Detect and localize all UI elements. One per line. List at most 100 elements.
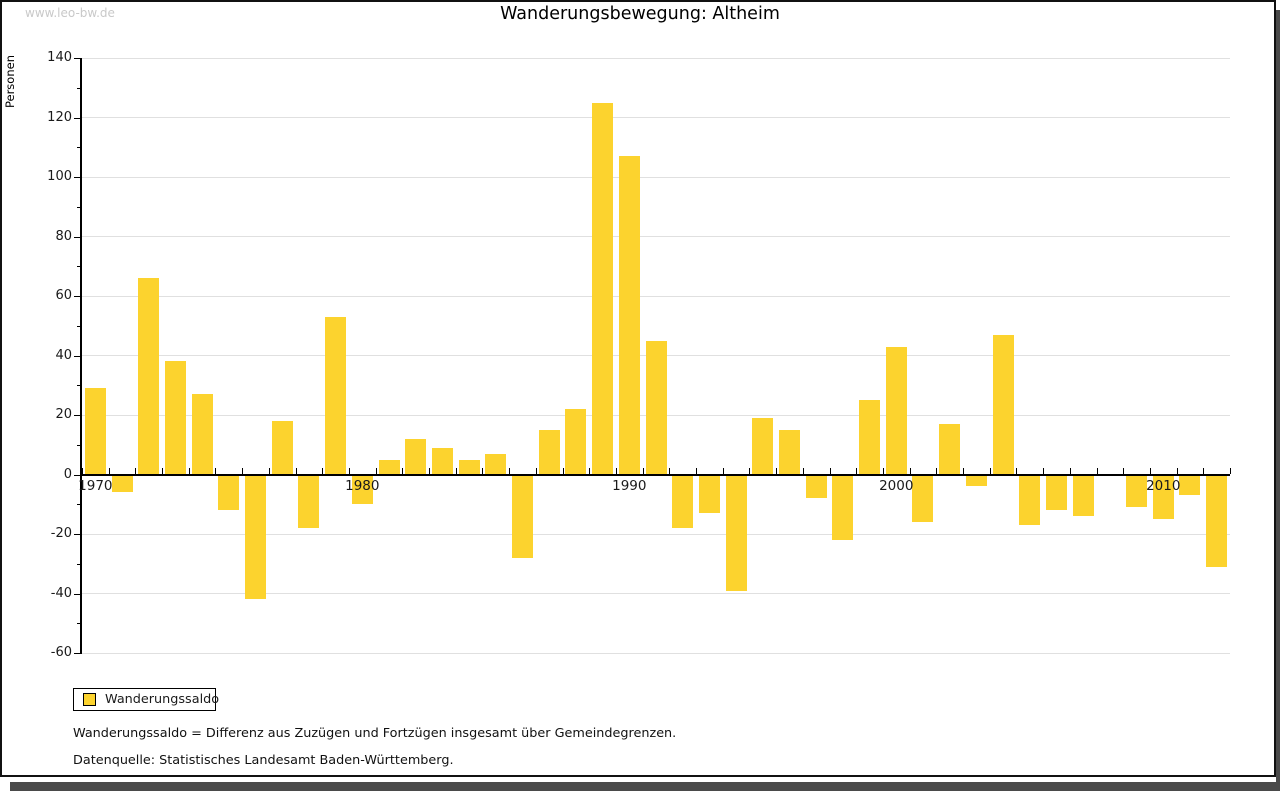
- bar-2003: [965, 474, 987, 487]
- x-axis-tick-18: [562, 467, 564, 474]
- bar-1988: [565, 409, 587, 475]
- bar-1970: [84, 388, 106, 475]
- x-axis-tick-2: [135, 467, 137, 474]
- x-axis-tick-20: [615, 467, 617, 474]
- gridline-100: [82, 176, 1230, 178]
- y-axis-minor-tick--10: [77, 504, 81, 506]
- bar-1982: [405, 438, 427, 475]
- y-axis-label-140: 140: [47, 50, 72, 65]
- bar-1997: [805, 474, 827, 499]
- x-axis-label-1980: 1980: [345, 477, 380, 494]
- bar-1972: [138, 278, 160, 475]
- y-axis-tick-140: [74, 58, 81, 59]
- gridline-80: [82, 236, 1230, 237]
- x-axis-tick-13: [429, 467, 431, 474]
- x-axis-label-1990: 1990: [612, 477, 647, 494]
- bar-1985: [485, 453, 507, 475]
- bar-1974: [191, 394, 213, 475]
- x-axis-tick-21: [642, 467, 644, 474]
- x-axis-tick-40: [1149, 467, 1151, 474]
- bar-2007: [1072, 474, 1094, 517]
- x-axis-tick-28: [829, 467, 831, 474]
- bar-2001: [912, 474, 934, 523]
- x-axis-tick-33: [963, 467, 965, 474]
- y-axis-tick-60: [74, 296, 81, 297]
- x-axis-tick-29: [856, 467, 858, 474]
- frame-shadow-right: [1276, 10, 1280, 782]
- y-axis-tick--40: [74, 593, 81, 595]
- x-axis-tick-11: [375, 467, 377, 474]
- y-axis-label-0: 0: [63, 466, 72, 482]
- x-axis-tick-41: [1176, 467, 1178, 474]
- x-axis-tick-36: [1043, 467, 1045, 474]
- x-axis-tick-16: [509, 467, 511, 474]
- bar-1981: [378, 459, 400, 475]
- gridline-120: [82, 117, 1230, 118]
- bar-1993: [698, 474, 720, 514]
- y-axis-label--20: -20: [50, 526, 72, 541]
- footnote-source: Datenquelle: Statistisches Landesamt Bad…: [73, 753, 454, 768]
- x-axis-tick-39: [1123, 467, 1125, 474]
- x-axis-tick-26: [776, 467, 778, 474]
- x-axis-tick-3: [162, 467, 164, 474]
- x-axis-tick-31: [909, 467, 911, 474]
- y-axis-minor-tick-70: [77, 266, 81, 268]
- bar-2002: [939, 423, 961, 475]
- bar-1996: [778, 429, 800, 475]
- bar-2010: [1152, 474, 1174, 520]
- y-axis-label-80: 80: [55, 228, 72, 244]
- y-axis-minor-tick--50: [77, 623, 81, 625]
- y-axis-tick-120: [74, 117, 81, 119]
- x-axis-tick-7: [268, 467, 270, 474]
- x-axis-tick-42: [1203, 467, 1205, 474]
- x-axis-tick-24: [722, 467, 724, 474]
- x-axis-tick-9: [322, 467, 324, 474]
- bar-1978: [298, 474, 320, 529]
- bar-1976: [245, 474, 267, 600]
- legend: Wanderungssaldo: [73, 688, 219, 711]
- footnote-definition: Wanderungssaldo = Differenz aus Zuzügen …: [73, 726, 677, 741]
- y-axis-tick-20: [74, 415, 81, 416]
- bar-1987: [538, 429, 560, 475]
- x-axis-label-2000: 2000: [879, 477, 914, 494]
- gridline--20: [82, 533, 1230, 535]
- bar-1992: [672, 474, 694, 529]
- x-axis-tick-12: [402, 467, 404, 474]
- gridline--40: [82, 593, 1230, 594]
- y-axis-label-120: 120: [47, 109, 72, 125]
- x-axis-tick-32: [936, 467, 938, 474]
- x-axis-tick-22: [669, 467, 671, 474]
- y-axis-label-100: 100: [47, 169, 72, 184]
- bar-1990: [618, 156, 640, 475]
- bar-2009: [1126, 474, 1148, 508]
- bar-1995: [752, 417, 774, 475]
- bar-2006: [1045, 474, 1067, 511]
- y-axis-tick-0: [74, 474, 81, 476]
- bar-1975: [218, 474, 240, 511]
- bar-1979: [325, 316, 347, 475]
- x-axis-tick-38: [1096, 467, 1098, 474]
- gridline-60: [82, 295, 1230, 297]
- legend-swatch-icon: [83, 693, 96, 706]
- x-axis-tick-8: [295, 467, 297, 474]
- x-axis-tick-1: [108, 467, 110, 474]
- bar-1998: [832, 474, 854, 540]
- x-axis-tick-19: [589, 467, 591, 474]
- x-axis-tick-43: [1230, 467, 1231, 474]
- bar-2000: [885, 346, 907, 475]
- y-axis-minor-tick-50: [77, 325, 81, 327]
- x-axis-tick-10: [348, 467, 350, 474]
- bar-1991: [645, 340, 667, 475]
- bar-2011: [1179, 474, 1201, 496]
- x-axis-tick-37: [1069, 467, 1071, 474]
- bar-1994: [725, 474, 747, 591]
- y-axis-tick--60: [74, 653, 81, 654]
- x-axis-tick-4: [188, 467, 190, 474]
- y-axis-label-60: 60: [55, 288, 72, 303]
- x-axis-tick-25: [749, 467, 751, 474]
- y-axis-minor-tick-30: [77, 385, 81, 387]
- x-axis-tick-17: [535, 467, 537, 474]
- bar-2012: [1206, 474, 1228, 567]
- x-axis-tick-34: [989, 467, 991, 474]
